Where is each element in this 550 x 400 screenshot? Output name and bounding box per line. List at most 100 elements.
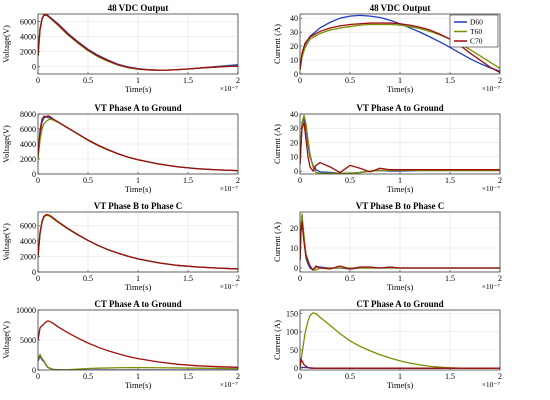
series-line-c70: [38, 320, 238, 368]
legend-label-t60: T60: [470, 27, 482, 36]
axes-frame: [299, 113, 501, 175]
y-tick-label: 5000: [20, 336, 36, 345]
x-axis-label: Time(s): [387, 184, 414, 194]
y-axis-label: Voltage(V): [1, 223, 11, 261]
x-tick-label: 1.5: [183, 372, 193, 381]
chart-title: VT Phase A to Ground: [356, 103, 443, 113]
chart-panel-8: 0 0.5 1 1.5 2 0 50 100 150 CT Phase A to Ground Ti…: [272, 299, 502, 390]
legend-label-d60: D60: [470, 18, 483, 27]
series-line-t60: [300, 114, 500, 174]
x-axis-exponent: ×10⁻⁷: [482, 84, 501, 93]
x-tick-label: 0.5: [83, 76, 93, 85]
x-tick-label: 0.5: [345, 76, 355, 85]
series-line-c70: [300, 221, 500, 271]
x-tick-label: 1: [398, 274, 402, 283]
x-axis-exponent: ×10⁻⁷: [220, 84, 239, 93]
x-tick-label: 1: [136, 176, 140, 185]
y-tick-label: 10: [290, 244, 298, 253]
y-axis-label: Voltage(V): [1, 25, 11, 63]
chart-title: CT Phase A to Ground: [356, 299, 443, 309]
y-tick-label: 0: [32, 170, 36, 179]
x-tick-label: 0: [36, 372, 40, 381]
series-line-t60: [300, 312, 500, 369]
y-tick-label: 40: [290, 110, 298, 119]
x-axis-exponent: ×10⁻⁷: [220, 380, 239, 389]
x-tick-label: 1: [136, 274, 140, 283]
x-tick-label: 1.5: [183, 176, 193, 185]
y-tick-label: 100: [286, 328, 298, 337]
x-tick-label: 0: [36, 176, 40, 185]
y-tick-label: 4000: [20, 32, 36, 41]
series-line-c70: [300, 121, 500, 174]
x-tick-label: 2: [236, 76, 240, 85]
y-tick-label: 30: [290, 124, 298, 133]
series-line-c70: [300, 22, 500, 74]
x-tick-label: 1.5: [445, 372, 455, 381]
x-tick-label: 0.5: [83, 274, 93, 283]
x-tick-label: 0: [298, 176, 302, 185]
x-axis-label: Time(s): [125, 84, 152, 94]
chart-title: VT Phase B to Phase C: [94, 201, 183, 211]
y-tick-label: 30: [290, 28, 298, 37]
y-tick-label: 0: [32, 268, 36, 277]
y-axis-label: Current (A): [272, 24, 282, 64]
axes-frame: [299, 211, 501, 273]
x-tick-label: 1.5: [445, 76, 455, 85]
x-tick-label: 2: [498, 76, 502, 85]
y-tick-label: 0: [294, 364, 298, 373]
y-axis-label: Current (A): [272, 124, 282, 164]
y-tick-label: 150: [286, 309, 298, 318]
y-tick-label: 40: [290, 14, 298, 23]
series-line-c70: [38, 115, 238, 172]
y-axis-label: Current (A): [272, 222, 282, 262]
series-line-d60: [300, 14, 500, 72]
x-axis-exponent: ×10⁻⁷: [482, 282, 501, 291]
x-tick-label: 0: [36, 76, 40, 85]
y-tick-label: 20: [290, 138, 298, 147]
chart-title: VT Phase B to Phase C: [356, 201, 445, 211]
x-tick-label: 2: [498, 274, 502, 283]
x-tick-label: 0.5: [83, 176, 93, 185]
y-tick-label: 20: [290, 42, 298, 51]
x-tick-label: 1.5: [445, 176, 455, 185]
y-tick-label: 6000: [20, 17, 36, 26]
x-tick-label: 1: [398, 76, 402, 85]
y-axis-label: Voltage(V): [1, 321, 11, 359]
chart-panel-7: 0 0.5 1 1.5 2 0 5000 10000 CT Phase A to Ground T…: [1, 299, 240, 390]
y-tick-label: 4000: [20, 140, 36, 149]
y-axis-label: Voltage(V): [1, 125, 11, 163]
x-axis-label: Time(s): [387, 282, 414, 292]
y-tick-label: 0: [294, 70, 298, 79]
y-tick-label: 10: [290, 56, 298, 65]
axes-frame: [37, 113, 239, 175]
x-tick-label: 2: [236, 176, 240, 185]
chart-title: CT Phase A to Ground: [94, 299, 181, 309]
axes-frame: [299, 309, 501, 371]
x-tick-label: 1: [398, 372, 402, 381]
axes-frame: [37, 13, 239, 75]
axes-frame: [299, 13, 501, 75]
x-tick-label: 1: [136, 76, 140, 85]
y-tick-label: 2000: [20, 252, 36, 261]
y-tick-label: 0: [294, 167, 298, 176]
y-tick-label: 10: [290, 153, 298, 162]
x-axis-label: Time(s): [125, 380, 152, 390]
x-axis-exponent: ×10⁻⁷: [482, 184, 501, 193]
y-tick-label: 10000: [16, 306, 36, 315]
y-axis-label: Current (A): [272, 320, 282, 360]
x-axis-exponent: ×10⁻⁷: [482, 380, 501, 389]
chart-panel-1: 0 0.5 1 1.5 2 0 2000 4000 6000 48 VDC Output Time(…: [1, 3, 240, 94]
y-tick-label: 6000: [20, 222, 36, 231]
x-axis-exponent: ×10⁻⁷: [220, 282, 239, 291]
x-tick-label: 0: [298, 372, 302, 381]
y-tick-label: 0: [32, 366, 36, 375]
axes-frame: [37, 211, 239, 273]
x-tick-label: 2: [236, 372, 240, 381]
x-axis-exponent: ×10⁻⁷: [220, 184, 239, 193]
y-tick-label: 2000: [20, 47, 36, 56]
x-axis-label: Time(s): [125, 184, 152, 194]
x-tick-label: 1.5: [445, 274, 455, 283]
chart-title: 48 VDC Output: [108, 3, 169, 13]
